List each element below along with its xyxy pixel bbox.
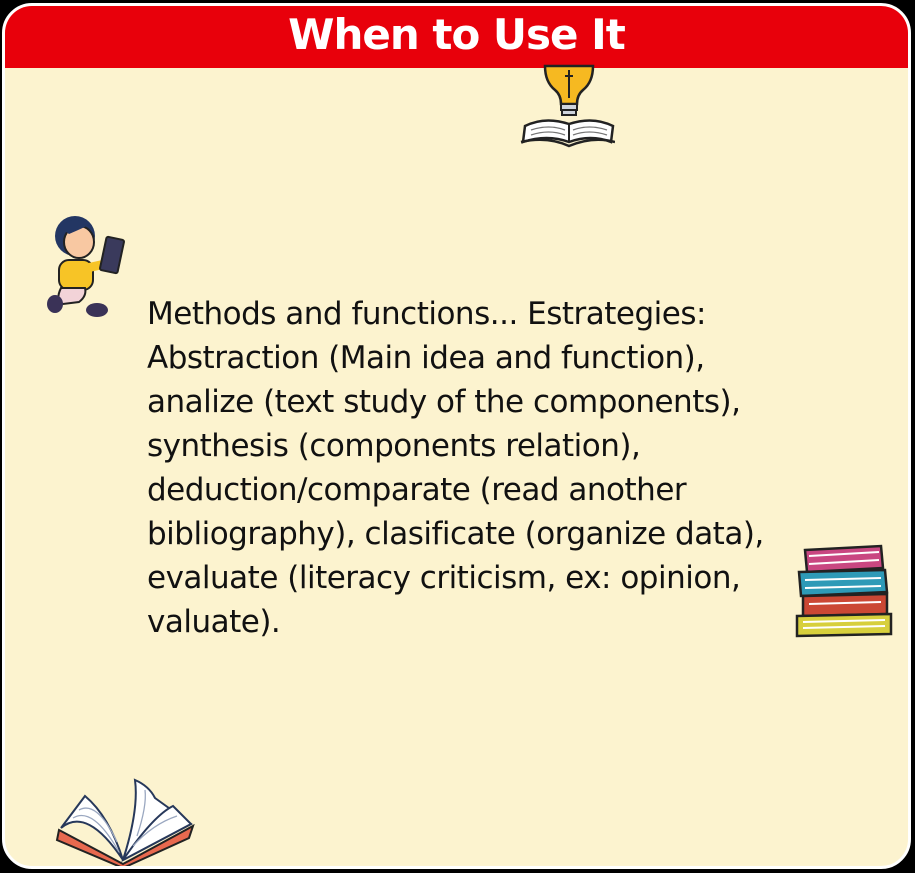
page-title: When to Use It xyxy=(288,10,626,59)
body-text: Methods and functions... Estrategies: Ab… xyxy=(147,292,807,644)
reading-child-icon xyxy=(47,216,125,317)
body-line: valuate). xyxy=(147,604,281,640)
open-book-icon xyxy=(55,778,195,866)
body-line: Methods and functions... Estrategies: xyxy=(147,296,706,332)
slide-card: When to Use It xyxy=(2,3,911,869)
body-line: bibliography), clasificate (organize dat… xyxy=(147,516,764,552)
body-line: analize (text study of the components), xyxy=(147,384,741,420)
body-line: deduction/comparate (read another xyxy=(147,472,687,508)
body-line: synthesis (components relation), xyxy=(147,428,641,464)
body-line: Abstraction (Main idea and function), xyxy=(147,340,705,376)
title-banner: When to Use It xyxy=(5,6,908,68)
lightbulb-book-icon xyxy=(520,64,615,148)
book-stack-icon xyxy=(795,544,893,638)
body-line: evaluate (literacy criticism, ex: opinio… xyxy=(147,560,741,596)
